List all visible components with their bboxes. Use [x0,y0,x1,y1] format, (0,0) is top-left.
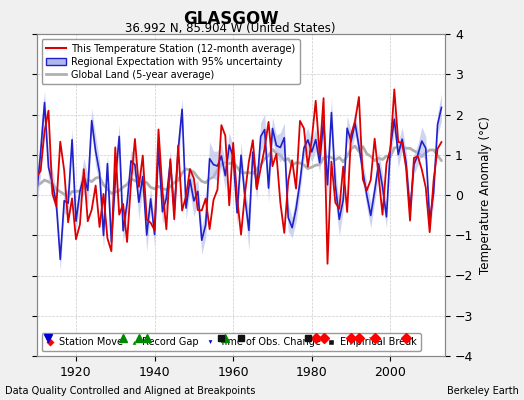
Text: Berkeley Earth: Berkeley Earth [447,386,519,396]
Text: Data Quality Controlled and Aligned at Breakpoints: Data Quality Controlled and Aligned at B… [5,386,256,396]
Y-axis label: Temperature Anomaly (°C): Temperature Anomaly (°C) [479,116,492,274]
Text: GLASGOW: GLASGOW [183,10,278,28]
Legend: Station Move, Record Gap, Time of Obs. Change, Empirical Break: Station Move, Record Gap, Time of Obs. C… [41,333,421,351]
Text: 36.992 N, 85.904 W (United States): 36.992 N, 85.904 W (United States) [125,22,336,35]
